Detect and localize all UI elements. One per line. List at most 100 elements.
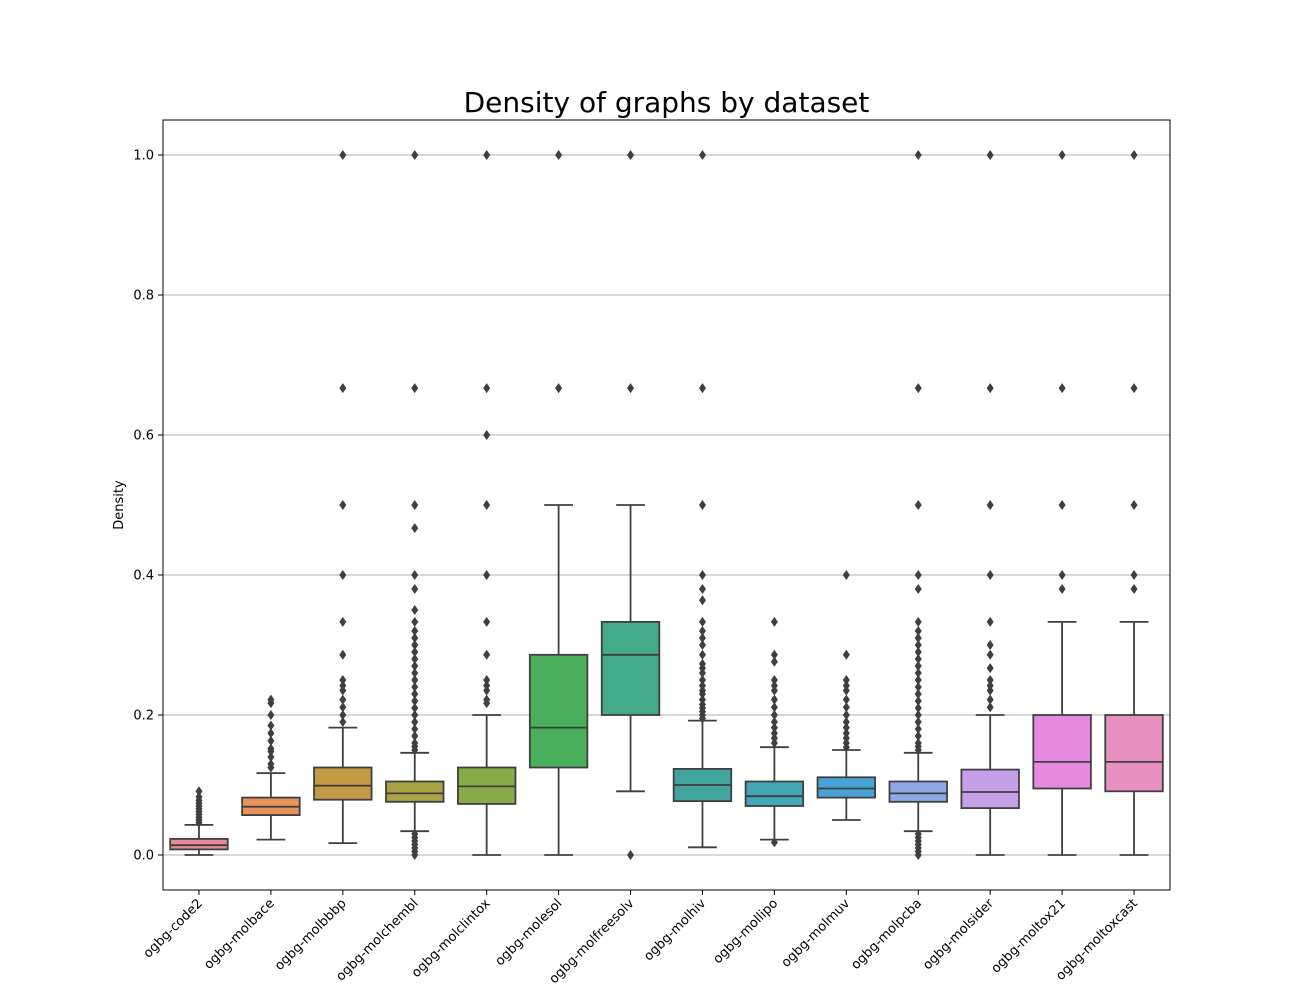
outlier-point: [411, 829, 419, 839]
outlier-point: [411, 731, 419, 741]
outlier-point: [411, 584, 419, 594]
outlier-point: [411, 654, 419, 664]
outlier-point: [842, 694, 850, 705]
outlier-point: [698, 680, 706, 691]
outlier-point: [770, 616, 778, 627]
outlier-point: [483, 570, 491, 580]
outlier-point: [842, 717, 850, 727]
box-iqr: [385, 780, 445, 803]
outlier-point: [986, 680, 994, 691]
outlier-point: [770, 680, 778, 691]
outlier-point: [698, 616, 706, 627]
outlier-point: [411, 640, 419, 650]
x-tick-label: ogbg-molpcba: [849, 896, 926, 973]
outlier-point: [1130, 500, 1138, 510]
x-tick-label: ogbg-code2: [141, 896, 206, 961]
x-tick-label: ogbg-molhiv: [641, 896, 709, 964]
outlier-point: [842, 702, 850, 713]
outlier-point: [698, 570, 706, 580]
outlier-point: [411, 668, 419, 678]
outlier-point: [267, 710, 275, 720]
outlier-point: [770, 649, 778, 660]
outlier-point: [914, 570, 922, 580]
outlier-point: [770, 656, 778, 667]
box-ogbg-molclintox: [457, 150, 517, 856]
outlier-point: [914, 150, 922, 160]
box-ogbg-code2: [169, 786, 229, 856]
box-ogbg-molhiv: [672, 150, 733, 849]
outlier-point: [339, 383, 347, 394]
outlier-point: [411, 500, 419, 510]
outlier-point: [914, 738, 922, 748]
x-tick-label: ogbg-moltoxcast: [1053, 896, 1140, 983]
box-ogbg-molbbbp: [313, 150, 373, 844]
outlier-point: [411, 738, 419, 748]
outlier-point: [914, 383, 922, 394]
outlier-point: [986, 616, 994, 627]
outlier-point: [842, 675, 850, 685]
outlier-point: [339, 616, 347, 627]
y-tick-label: 0.6: [133, 429, 154, 444]
outlier-point: [411, 605, 419, 615]
outlier-point: [195, 786, 203, 797]
box-iqr: [600, 621, 661, 716]
y-ticks: 0.0 0.2 0.4 0.6 0.8 1.0: [133, 149, 163, 864]
outlier-point: [411, 150, 419, 160]
outlier-point: [411, 682, 419, 692]
box-iqr: [744, 780, 805, 807]
outlier-point: [914, 616, 922, 627]
outlier-point: [914, 710, 922, 720]
outlier-point: [1058, 570, 1066, 580]
y-tick-label: 0.4: [133, 569, 154, 584]
outlier-point: [411, 703, 419, 713]
outlier-point: [483, 616, 491, 627]
outlier-point: [339, 570, 347, 580]
box-ogbg-molbace: [241, 694, 301, 841]
outlier-point: [1058, 500, 1066, 510]
outlier-point: [914, 682, 922, 692]
outlier-point: [698, 626, 706, 636]
outlier-point: [698, 633, 706, 643]
y-tick-label: 0.0: [133, 849, 154, 864]
outlier-point: [914, 696, 922, 706]
outlier-point: [770, 675, 778, 685]
outlier-point: [698, 150, 706, 160]
outlier-point: [986, 150, 994, 160]
outlier-point: [267, 752, 275, 762]
outlier-point: [698, 640, 706, 650]
outlier-point: [914, 675, 922, 685]
outlier-point: [339, 717, 347, 727]
box-ogbg-molpcba: [888, 150, 948, 860]
outlier-point: [627, 150, 635, 160]
outlier-point: [411, 616, 419, 627]
outlier-point: [914, 626, 922, 636]
outlier-point: [1058, 584, 1066, 594]
box-iqr: [816, 776, 876, 799]
outlier-point: [339, 680, 347, 691]
x-tick-label: ogbg-molesol: [493, 896, 566, 969]
x-tick-label: ogbg-molbace: [201, 896, 277, 972]
box-ogbg-molesol: [528, 150, 589, 856]
outlier-point: [483, 680, 491, 691]
outlier-point: [914, 731, 922, 741]
x-tick-label: ogbg-molclintox: [409, 896, 494, 981]
outlier-point: [483, 430, 491, 440]
outlier-point: [339, 675, 347, 685]
outlier-point: [195, 791, 203, 802]
outlier-point: [842, 710, 850, 720]
outlier-point: [770, 717, 778, 727]
outlier-point: [914, 633, 922, 643]
box-ogbg-molfreesolv: [600, 150, 661, 860]
outlier-point: [411, 710, 419, 720]
outlier-point: [842, 728, 850, 739]
outlier-point: [411, 675, 419, 685]
box-iqr: [888, 780, 948, 803]
outlier-point: [1058, 150, 1066, 160]
outlier-point: [914, 640, 922, 650]
box-ogbg-molsider: [960, 150, 1020, 856]
outlier-point: [986, 383, 994, 394]
outlier-point: [914, 500, 922, 510]
outlier-point: [770, 728, 778, 739]
box-ogbg-moltox21: [1032, 150, 1092, 856]
